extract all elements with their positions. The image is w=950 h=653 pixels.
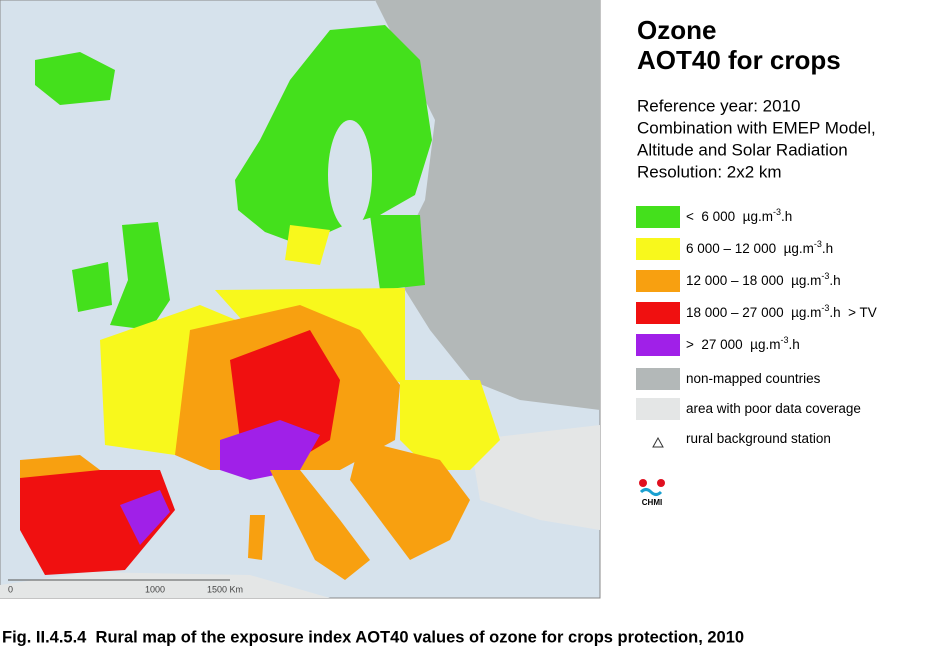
poor-coverage-africa — [0, 572, 330, 598]
scale-label: 1500 Km — [207, 584, 243, 594]
legend-suffix: .h — [788, 337, 799, 352]
romania — [400, 380, 500, 470]
alps-purple — [220, 420, 320, 480]
baltics — [370, 215, 425, 290]
ireland — [72, 262, 112, 312]
legend-suffix: .h > TV — [829, 305, 876, 320]
italy — [270, 470, 370, 580]
logo-mark — [657, 479, 665, 487]
legend-label: 6 000 – 12 000 µg.m-3.h — [686, 239, 833, 256]
scale-label: 1000 — [145, 584, 165, 594]
title-line: AOT40 for crops — [637, 45, 841, 75]
baltic-sea — [328, 120, 372, 230]
legend-suffix: .h — [781, 209, 792, 224]
legend-swatch — [636, 206, 680, 228]
legend-swatch — [636, 302, 680, 324]
non-mapped-east — [375, 0, 600, 410]
scale-label: 0 — [8, 584, 13, 594]
legend-swatch — [636, 238, 680, 260]
legend-swatch — [636, 398, 680, 420]
legend-swatch — [636, 334, 680, 356]
legend-text: > 27 000 µg.m — [686, 337, 780, 352]
legend-label: 18 000 – 27 000 µg.m-3.h > TV — [686, 303, 877, 320]
legend-suffix: .h — [822, 241, 833, 256]
legend-sup: -3 — [814, 239, 822, 249]
iberia-purple — [120, 490, 170, 545]
legend-label: area with poor data coverage — [686, 401, 861, 416]
legend-sup: -3 — [821, 303, 829, 313]
scandinavia — [235, 25, 432, 245]
station-symbol — [652, 436, 664, 448]
iceland — [35, 52, 115, 105]
legend-sup: -3 — [780, 335, 788, 345]
caption: Fig. II.4.5.4 Rural map of the exposure … — [2, 628, 744, 646]
legend-label: > 27 000 µg.m-3.h — [686, 335, 800, 352]
legend-swatch — [636, 270, 680, 292]
legend-sup: -3 — [821, 271, 829, 281]
legend-suffix: .h — [829, 273, 840, 288]
legend-text: 6 000 – 12 000 µg.m — [686, 241, 814, 256]
map — [0, 0, 601, 599]
scale-bar: 0 1000 1500 Km — [8, 579, 243, 594]
legend-label: rural background station — [686, 431, 831, 446]
legend-text: 12 000 – 18 000 µg.m — [686, 273, 821, 288]
legend-text: 18 000 – 27 000 µg.m — [686, 305, 821, 320]
info-line: Combination with EMEP Model, — [637, 118, 876, 137]
legend-swatch — [636, 368, 680, 390]
info-line: Resolution: 2x2 km — [637, 162, 782, 181]
title-line: Ozone — [637, 15, 716, 45]
logo-mark — [639, 479, 647, 487]
great-britain — [110, 222, 170, 330]
info-line: Reference year: 2010 — [637, 96, 801, 115]
legend-label: < 6 000 µg.m-3.h — [686, 207, 792, 224]
legend-text: < 6 000 µg.m — [686, 209, 773, 224]
legend-sup: -3 — [773, 207, 781, 217]
legend-label: non-mapped countries — [686, 371, 821, 386]
info-line: Altitude and Solar Radiation — [637, 140, 848, 159]
iberia-north — [20, 455, 100, 478]
poor-coverage-turkey — [470, 425, 600, 530]
legend-label: 12 000 – 18 000 µg.m-3.h — [686, 271, 841, 288]
sardinia — [248, 515, 265, 560]
balkans — [350, 440, 470, 560]
iberia — [20, 470, 175, 575]
logo-text: CHMI — [642, 498, 662, 507]
logo-wave — [639, 488, 663, 496]
sweden-south — [285, 225, 330, 265]
